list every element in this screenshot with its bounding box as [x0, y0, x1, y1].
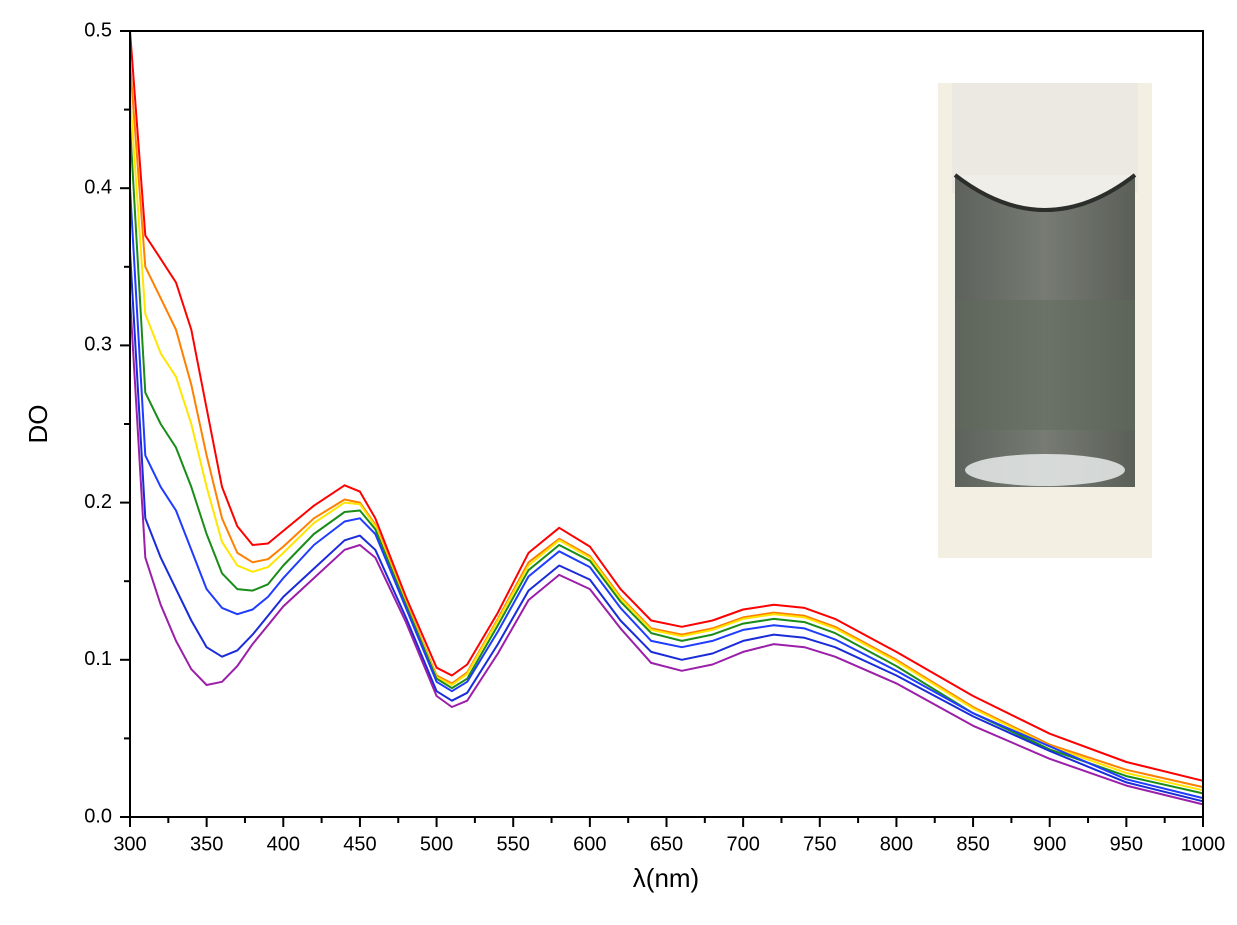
x-tick-label: 650: [650, 833, 683, 855]
x-tick-label: 450: [343, 833, 376, 855]
x-tick-label: 400: [267, 833, 300, 855]
y-tick-label: 0.3: [84, 334, 112, 356]
series-line: [129, 62, 1204, 789]
series-line: [129, 251, 1204, 803]
series-line: [129, 298, 1204, 806]
y-tick-label: 0.5: [84, 19, 112, 41]
x-tick-label: 900: [1033, 833, 1066, 855]
series-line: [129, 30, 1204, 782]
x-tick-label: 750: [803, 833, 836, 855]
x-tick-label: 700: [726, 833, 759, 855]
plot-area: [129, 30, 1204, 806]
y-tick-label: 0.2: [84, 491, 112, 513]
series-line: [129, 125, 1204, 795]
x-axis-title: λ(nm): [633, 863, 699, 893]
x-tick-label: 550: [497, 833, 530, 855]
y-axis-title: DO: [23, 405, 53, 444]
x-tick-label: 800: [880, 833, 913, 855]
x-tick-label: 950: [1110, 833, 1143, 855]
y-tick-label: 0.0: [84, 805, 112, 827]
x-tick-label: 1000: [1181, 833, 1226, 855]
series-line: [129, 188, 1204, 800]
series-line: [129, 93, 1204, 792]
x-tick-label: 350: [190, 833, 223, 855]
x-tick-label: 300: [113, 833, 146, 855]
x-tick-label: 500: [420, 833, 453, 855]
y-tick-label: 0.1: [84, 648, 112, 670]
inset-photo: [938, 83, 1152, 558]
x-tick-label: 850: [956, 833, 989, 855]
y-tick-label: 0.4: [84, 176, 112, 198]
x-tick-label: 600: [573, 833, 606, 855]
